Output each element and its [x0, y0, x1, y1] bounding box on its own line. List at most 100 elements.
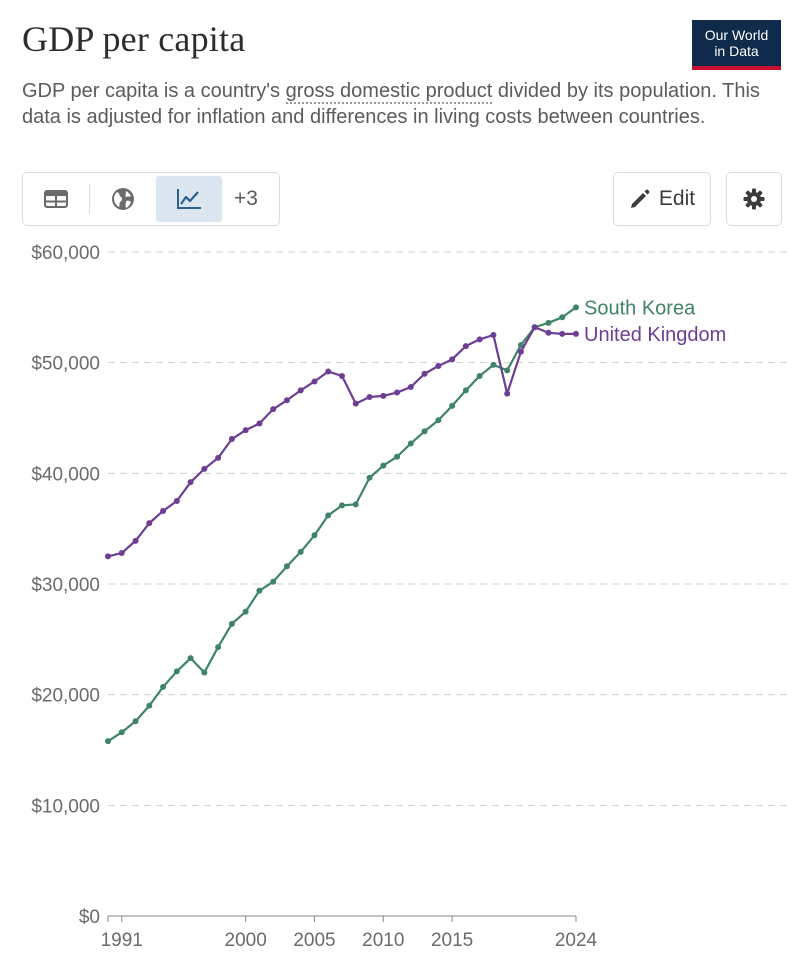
- data-point[interactable]: [173, 498, 180, 504]
- series-label-united-kingdom[interactable]: United Kingdom: [584, 324, 726, 346]
- data-point[interactable]: [559, 330, 566, 337]
- y-axis: $0 $10,000 $20,000 $30,000 $40,000 $50,000 $60…: [31, 243, 100, 928]
- globe-icon: [112, 188, 134, 210]
- gdp-definition-link[interactable]: gross domestic product: [285, 80, 493, 104]
- data-point[interactable]: [132, 718, 139, 725]
- data-point[interactable]: [490, 332, 497, 338]
- data-point[interactable]: [297, 548, 304, 555]
- data-point[interactable]: [449, 356, 456, 363]
- data-point[interactable]: [462, 387, 469, 394]
- data-point[interactable]: [325, 368, 332, 375]
- pencil-icon: [630, 189, 650, 208]
- data-point[interactable]: [201, 669, 208, 676]
- data-point[interactable]: [118, 550, 125, 557]
- data-point[interactable]: [407, 440, 414, 447]
- tab-map[interactable]: [90, 176, 156, 222]
- chart-title: GDP per capita: [22, 19, 246, 59]
- x-tick-label: 1991: [101, 930, 143, 951]
- data-point[interactable]: [228, 436, 235, 443]
- edit-label: Edit: [658, 187, 696, 210]
- data-point[interactable]: [366, 474, 373, 481]
- chart-subtitle: GDP per capita is a country's gross dome…: [22, 78, 762, 130]
- series-label-south-korea[interactable]: South Korea: [584, 297, 696, 319]
- data-point[interactable]: [146, 702, 153, 709]
- data-point[interactable]: [435, 362, 442, 369]
- data-point[interactable]: [311, 532, 318, 539]
- subtitle-text-before: GDP per capita is a country's: [22, 80, 286, 102]
- data-point[interactable]: [476, 336, 483, 343]
- data-point[interactable]: [421, 370, 428, 377]
- data-point[interactable]: [270, 406, 277, 413]
- y-tick-label: $40,000: [31, 464, 100, 485]
- x-tick-label: 2015: [431, 930, 473, 951]
- data-point[interactable]: [187, 655, 194, 662]
- y-tick-label: $50,000: [31, 354, 100, 375]
- tab-divider: [89, 184, 90, 214]
- data-point[interactable]: [504, 367, 511, 374]
- data-point[interactable]: [215, 644, 222, 651]
- data-point[interactable]: [504, 390, 511, 397]
- data-point[interactable]: [256, 587, 263, 594]
- owid-logo[interactable]: Our World in Data: [692, 20, 781, 70]
- data-point[interactable]: [311, 378, 318, 385]
- data-point[interactable]: [394, 453, 401, 460]
- x-tick-label: 2010: [362, 930, 404, 951]
- logo-line-2: in Data: [714, 43, 759, 59]
- settings-button[interactable]: [726, 172, 782, 226]
- data-point[interactable]: [160, 507, 167, 514]
- data-point[interactable]: [187, 479, 194, 486]
- data-point[interactable]: [394, 389, 401, 396]
- data-point[interactable]: [160, 683, 167, 690]
- x-tick-label: 2000: [225, 930, 267, 951]
- data-point[interactable]: [352, 400, 359, 407]
- y-tick-label: $0: [79, 907, 100, 928]
- data-point[interactable]: [105, 553, 111, 560]
- data-point[interactable]: [132, 537, 139, 544]
- data-point[interactable]: [545, 329, 552, 336]
- series-line-united-kingdom[interactable]: [107, 326, 576, 558]
- x-axis: 1991 2000 2005 2010 2015 2024: [101, 915, 598, 951]
- tab-table[interactable]: [23, 176, 89, 222]
- data-point[interactable]: [366, 393, 373, 400]
- data-point[interactable]: [573, 304, 579, 311]
- data-point[interactable]: [545, 319, 552, 326]
- data-point[interactable]: [462, 343, 469, 350]
- data-point[interactable]: [297, 387, 304, 394]
- data-point[interactable]: [517, 341, 524, 348]
- data-point[interactable]: [380, 392, 387, 399]
- data-point[interactable]: [283, 397, 290, 404]
- data-point[interactable]: [105, 738, 111, 745]
- data-point[interactable]: [325, 512, 332, 519]
- data-point[interactable]: [573, 330, 579, 337]
- data-point[interactable]: [242, 608, 249, 615]
- data-point[interactable]: [421, 428, 428, 435]
- data-point[interactable]: [283, 563, 290, 570]
- series-labels: South Korea United Kingdom: [584, 297, 726, 346]
- data-point[interactable]: [339, 372, 345, 379]
- data-point[interactable]: [228, 620, 235, 627]
- data-point[interactable]: [380, 462, 387, 469]
- y-tick-label: $20,000: [31, 686, 100, 707]
- data-point[interactable]: [242, 427, 249, 434]
- data-point[interactable]: [352, 501, 359, 508]
- data-point[interactable]: [146, 520, 153, 527]
- data-point[interactable]: [270, 578, 277, 585]
- tab-line-chart[interactable]: [156, 176, 222, 222]
- gdp-line-chart: $0 $10,000 $20,000 $30,000 $40,000 $50,000 $60…: [31, 243, 790, 951]
- data-point[interactable]: [173, 668, 180, 675]
- data-point[interactable]: [490, 361, 497, 368]
- data-point[interactable]: [476, 372, 483, 379]
- data-point[interactable]: [449, 402, 456, 409]
- data-point[interactable]: [215, 454, 222, 461]
- data-point[interactable]: [201, 465, 208, 472]
- data-point[interactable]: [339, 502, 345, 509]
- edit-button[interactable]: Edit: [613, 172, 711, 226]
- data-point[interactable]: [559, 314, 566, 321]
- data-point[interactable]: [407, 384, 414, 391]
- data-point[interactable]: [435, 417, 442, 424]
- data-point[interactable]: [531, 324, 538, 331]
- more-tabs-button[interactable]: +3: [234, 187, 258, 210]
- data-point[interactable]: [118, 729, 125, 736]
- data-point[interactable]: [256, 420, 263, 427]
- data-point[interactable]: [517, 348, 524, 355]
